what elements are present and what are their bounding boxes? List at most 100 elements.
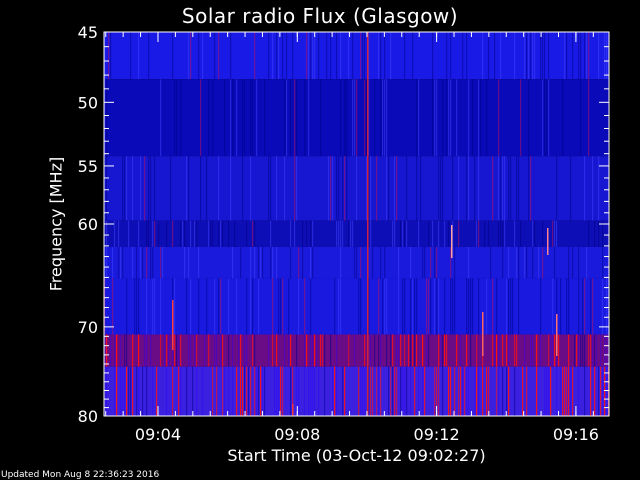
streak [136, 278, 138, 335]
streak [578, 278, 580, 335]
streak [556, 278, 558, 335]
streak [410, 278, 412, 335]
streak [582, 334, 584, 367]
streak [556, 156, 558, 221]
streak [106, 334, 108, 367]
streak [262, 366, 264, 416]
streak [416, 334, 418, 367]
streak [364, 32, 366, 80]
streak [340, 32, 342, 80]
streak [284, 79, 286, 157]
streak [434, 366, 436, 416]
streak [234, 220, 236, 247]
streak [410, 366, 412, 416]
streak [544, 79, 546, 157]
streak [354, 246, 356, 279]
streak [412, 32, 414, 80]
streak [362, 32, 364, 80]
streak [386, 79, 388, 157]
streak [340, 278, 342, 335]
streak [534, 32, 536, 80]
streak [370, 366, 372, 416]
streak [138, 32, 140, 80]
streak [306, 220, 308, 247]
streak [186, 156, 188, 221]
streak [374, 79, 376, 157]
streak [124, 156, 126, 221]
streak [530, 156, 532, 221]
streak [532, 32, 534, 80]
streak [138, 278, 140, 335]
streak [184, 246, 186, 279]
streak [368, 32, 370, 80]
streak [280, 278, 282, 335]
streak [552, 334, 554, 367]
streak [294, 220, 296, 247]
streak [424, 366, 426, 416]
streak [254, 32, 256, 80]
y-tick-label: 50 [78, 93, 98, 112]
streak [244, 366, 246, 416]
streak [212, 366, 214, 416]
streak [586, 246, 588, 279]
streak [222, 334, 224, 367]
streak [174, 278, 176, 335]
streak [194, 220, 196, 247]
streak [334, 366, 336, 416]
x-tick-label: 09:08 [274, 425, 320, 444]
burst-streak [482, 312, 484, 356]
streak [594, 366, 596, 416]
streak [180, 334, 182, 367]
streak [430, 278, 432, 335]
streak [138, 220, 140, 247]
streak [190, 32, 192, 80]
streak [336, 220, 338, 247]
streak [410, 246, 412, 279]
streak [264, 79, 266, 157]
streak [110, 334, 112, 367]
streak [506, 366, 508, 416]
x-tick-label: 09:12 [414, 425, 460, 444]
streak [606, 334, 608, 367]
streak [114, 334, 116, 367]
streak [164, 334, 166, 367]
streak [212, 79, 214, 157]
streak [308, 32, 310, 80]
streak [230, 32, 232, 80]
band-6 [104, 334, 609, 367]
streak [312, 220, 314, 247]
streak [246, 278, 248, 335]
streak [156, 366, 158, 416]
streak [596, 334, 598, 367]
burst-streak [547, 228, 549, 255]
streak [444, 220, 446, 247]
streak [560, 366, 562, 416]
streak [294, 79, 296, 157]
updated-timestamp: Updated Mon Aug 8 22:36:23 2016 [1, 470, 160, 480]
streak [294, 156, 296, 221]
streak [452, 156, 454, 221]
streak [202, 366, 204, 416]
streak [394, 366, 396, 416]
streak [268, 32, 270, 80]
streak [260, 366, 262, 416]
streak [408, 334, 410, 367]
streak [312, 334, 314, 367]
streak [588, 334, 590, 367]
streak [546, 366, 548, 416]
streak [414, 366, 416, 416]
burst-streak [367, 32, 369, 416]
streak [242, 156, 244, 221]
streak [592, 156, 594, 221]
streak [464, 366, 466, 416]
streak [158, 220, 160, 247]
streak [124, 366, 126, 416]
band-3-streaks [106, 220, 604, 247]
streak [448, 220, 450, 247]
streak [356, 79, 358, 157]
streak [436, 79, 438, 157]
streak [168, 334, 170, 367]
streak [404, 220, 406, 247]
band-2-streaks [104, 156, 600, 221]
